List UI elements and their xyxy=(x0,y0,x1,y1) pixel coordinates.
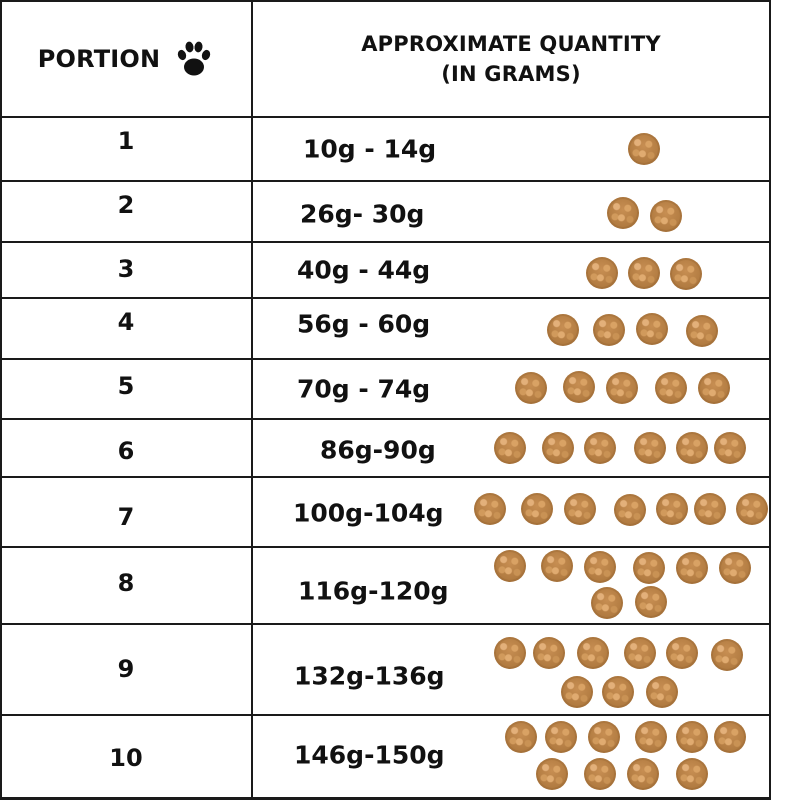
row-divider xyxy=(0,714,771,716)
portion-cell: 4 xyxy=(117,308,135,336)
portion-cell: 1 xyxy=(117,127,135,155)
kibble-image xyxy=(624,637,656,669)
kibble-image xyxy=(650,200,682,232)
kibble-image xyxy=(736,493,768,525)
header-quantity: APPROXIMATE QUANTITY (IN GRAMS) xyxy=(252,0,770,117)
kibble-image xyxy=(655,372,687,404)
kibble-image xyxy=(676,721,708,753)
kibble-image xyxy=(614,494,646,526)
kibble-image xyxy=(676,552,708,584)
kibble-image xyxy=(584,432,616,464)
quantity-cell: 146g-150g xyxy=(294,740,445,770)
kibble-image xyxy=(686,315,718,347)
kibble-image xyxy=(542,432,574,464)
row-divider xyxy=(0,116,771,118)
row-divider xyxy=(0,358,771,360)
kibble-image xyxy=(633,552,665,584)
kibble-image xyxy=(714,432,746,464)
kibble-image xyxy=(694,493,726,525)
kibble-image xyxy=(676,758,708,790)
kibble-image xyxy=(533,637,565,669)
kibble-image xyxy=(541,550,573,582)
kibble-image xyxy=(646,676,678,708)
kibble-image xyxy=(698,372,730,404)
row-divider xyxy=(0,297,771,299)
kibble-image xyxy=(521,493,553,525)
kibble-image xyxy=(474,493,506,525)
header-portion-label: PORTION xyxy=(37,44,161,73)
kibble-image xyxy=(670,258,702,290)
kibble-image xyxy=(602,676,634,708)
kibble-image xyxy=(536,758,568,790)
kibble-image xyxy=(627,758,659,790)
portion-cell: 6 xyxy=(117,437,135,465)
kibble-image xyxy=(714,721,746,753)
row-divider xyxy=(0,546,771,548)
kibble-image xyxy=(577,637,609,669)
quantity-cell: 10g - 14g xyxy=(303,134,437,164)
row-divider xyxy=(0,623,771,625)
row-divider xyxy=(0,241,771,243)
kibble-image xyxy=(586,257,618,289)
border-top xyxy=(0,0,771,2)
quantity-cell: 26g- 30g xyxy=(300,199,425,229)
border-left xyxy=(0,0,2,800)
quantity-cell: 40g - 44g xyxy=(297,255,431,285)
quantity-cell: 100g-104g xyxy=(293,498,444,528)
kibble-image xyxy=(593,314,625,346)
portion-cell: 3 xyxy=(117,255,135,283)
row-divider xyxy=(0,476,771,478)
kibble-image xyxy=(606,372,638,404)
paw-icon xyxy=(178,41,211,75)
kibble-image xyxy=(719,552,751,584)
kibble-image xyxy=(584,551,616,583)
quantity-cell: 132g-136g xyxy=(294,661,445,691)
portion-cell: 7 xyxy=(117,503,135,531)
quantity-cell: 70g - 74g xyxy=(297,374,431,404)
header-quantity-line2: (IN GRAMS) xyxy=(441,61,581,86)
kibble-image xyxy=(666,637,698,669)
kibble-image xyxy=(635,586,667,618)
kibble-image xyxy=(634,432,666,464)
border-bottom xyxy=(0,797,771,800)
kibble-image xyxy=(636,313,668,345)
portion-cell: 8 xyxy=(117,569,135,597)
kibble-image xyxy=(494,550,526,582)
portion-cell: 9 xyxy=(117,655,135,683)
kibble-image xyxy=(545,721,577,753)
border-right xyxy=(769,0,771,800)
header-portion: PORTION xyxy=(0,0,252,117)
header-quantity-line1: APPROXIMATE QUANTITY xyxy=(361,31,661,56)
kibble-image xyxy=(635,721,667,753)
kibble-image xyxy=(563,371,595,403)
quantity-cell: 116g-120g xyxy=(298,576,449,606)
kibble-image xyxy=(628,257,660,289)
kibble-image xyxy=(607,197,639,229)
row-divider xyxy=(0,418,771,420)
kibble-image xyxy=(628,133,660,165)
portion-cell: 10 xyxy=(109,744,143,772)
kibble-image xyxy=(547,314,579,346)
kibble-image xyxy=(591,587,623,619)
kibble-image xyxy=(564,493,596,525)
kibble-image xyxy=(505,721,537,753)
kibble-image xyxy=(515,372,547,404)
kibble-image xyxy=(588,721,620,753)
row-divider xyxy=(0,180,771,182)
portion-cell: 5 xyxy=(117,372,135,400)
kibble-image xyxy=(561,676,593,708)
quantity-cell: 56g - 60g xyxy=(297,309,431,339)
kibble-image xyxy=(494,637,526,669)
kibble-image xyxy=(656,493,688,525)
kibble-image xyxy=(711,639,743,671)
column-divider xyxy=(251,0,253,800)
kibble-image xyxy=(494,432,526,464)
kibble-image xyxy=(676,432,708,464)
portion-cell: 2 xyxy=(117,191,135,219)
quantity-cell: 86g-90g xyxy=(320,435,436,465)
kibble-image xyxy=(584,758,616,790)
